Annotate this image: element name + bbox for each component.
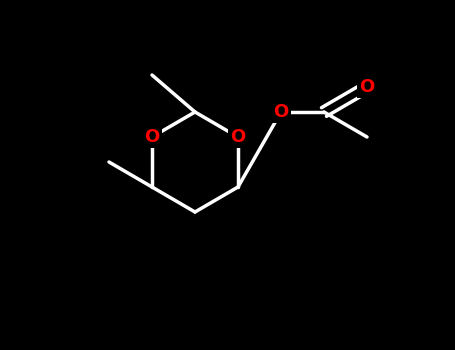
Text: O: O	[230, 128, 246, 146]
Text: O: O	[273, 103, 288, 121]
Text: O: O	[144, 128, 160, 146]
Text: O: O	[359, 78, 374, 96]
